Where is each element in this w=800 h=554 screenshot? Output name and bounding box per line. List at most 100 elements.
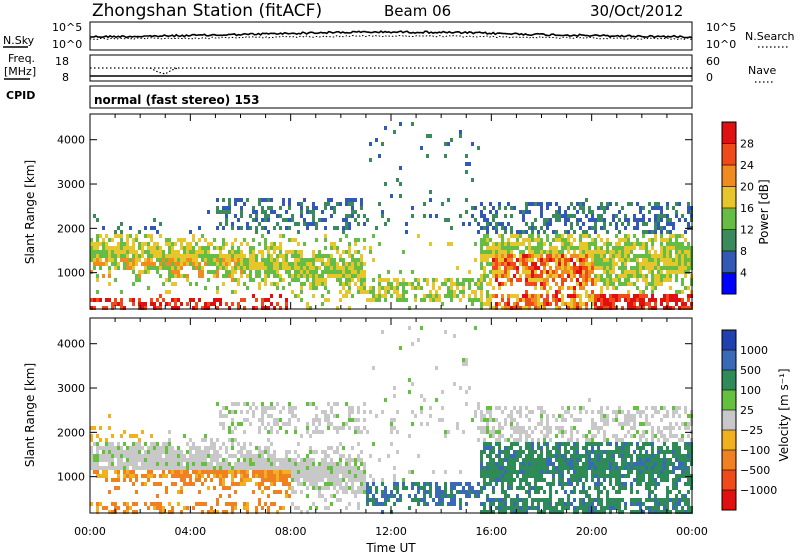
heatmap-cell — [594, 246, 597, 250]
heatmap-cell — [357, 262, 360, 266]
heatmap-cell — [273, 462, 276, 466]
heatmap-cell — [567, 286, 570, 290]
heatmap-cell — [615, 246, 618, 250]
heatmap-cell — [126, 506, 129, 510]
heatmap-cell — [567, 206, 570, 210]
heatmap-cell — [642, 222, 645, 226]
heatmap-cell — [108, 282, 111, 286]
heatmap-cell — [342, 466, 345, 470]
heatmap-cell — [651, 438, 654, 442]
heatmap-cell — [234, 426, 237, 430]
heatmap-cell — [636, 406, 639, 410]
heatmap-cell — [516, 510, 519, 514]
heatmap-cell — [312, 422, 315, 426]
heatmap-cell — [255, 506, 258, 510]
heatmap-cell — [327, 298, 330, 302]
heatmap-cell — [612, 298, 615, 302]
heatmap-cell — [90, 438, 93, 442]
heatmap-cell — [537, 422, 540, 426]
heatmap-cell — [570, 258, 573, 262]
heatmap-cell — [114, 234, 117, 238]
heatmap-cell — [306, 274, 309, 278]
heatmap-cell — [507, 306, 510, 310]
heatmap-cell — [498, 446, 501, 450]
heatmap-cell — [117, 470, 120, 474]
heatmap-cell — [99, 466, 102, 470]
heatmap-cell — [93, 214, 96, 218]
heatmap-cell — [342, 490, 345, 494]
heatmap-cell — [525, 470, 528, 474]
heatmap-cell — [480, 238, 483, 242]
heatmap-cell — [321, 302, 324, 306]
heatmap-cell — [237, 250, 240, 254]
heatmap-cell — [330, 214, 333, 218]
heatmap-cell — [675, 474, 678, 478]
heatmap-cell — [267, 506, 270, 510]
heatmap-cell — [300, 258, 303, 262]
heatmap-cell — [558, 262, 561, 266]
heatmap-cell — [153, 466, 156, 470]
heatmap-cell — [669, 230, 672, 234]
heatmap-cell — [231, 482, 234, 486]
heatmap-cell — [654, 258, 657, 262]
heatmap-cell — [102, 306, 105, 310]
heatmap-cell — [261, 226, 264, 230]
heatmap-cell — [120, 466, 123, 470]
heatmap-cell — [411, 482, 414, 486]
heatmap-cell — [168, 258, 171, 262]
heatmap-cell — [102, 470, 105, 474]
heatmap-cell — [627, 446, 630, 450]
heatmap-cell — [630, 302, 633, 306]
heatmap-cell — [258, 502, 261, 506]
heatmap-cell — [531, 234, 534, 238]
heatmap-cell — [306, 486, 309, 490]
heatmap-cell — [213, 510, 216, 514]
heatmap-cell — [648, 454, 651, 458]
heatmap-cell — [297, 442, 300, 446]
heatmap-cell — [510, 510, 513, 514]
heatmap-cell — [561, 298, 564, 302]
heatmap-cell — [279, 254, 282, 258]
heatmap-cell — [231, 270, 234, 274]
heatmap-cell — [231, 246, 234, 250]
heatmap-cell — [603, 226, 606, 230]
heatmap-cell — [675, 298, 678, 302]
heatmap-cell — [210, 478, 213, 482]
heatmap-cell — [243, 454, 246, 458]
heatmap-cell — [237, 282, 240, 286]
heatmap-cell — [390, 194, 393, 198]
heatmap-cell — [378, 286, 381, 290]
heatmap-cell — [108, 458, 111, 462]
heatmap-cell — [246, 474, 249, 478]
heatmap-cell — [615, 414, 618, 418]
heatmap-cell — [270, 242, 273, 246]
heatmap-cell — [156, 446, 159, 450]
heatmap-cell — [144, 454, 147, 458]
heatmap-cell — [273, 418, 276, 422]
heatmap-cell — [585, 234, 588, 238]
heatmap-cell — [480, 266, 483, 270]
heatmap-cell — [216, 274, 219, 278]
heatmap-cell — [597, 206, 600, 210]
heatmap-cell — [387, 498, 390, 502]
heatmap-cell — [345, 482, 348, 486]
heatmap-cell — [645, 254, 648, 258]
heatmap-cell — [669, 262, 672, 266]
heatmap-cell — [90, 434, 93, 438]
heatmap-cell — [297, 466, 300, 470]
heatmap-cell — [615, 434, 618, 438]
heatmap-cell — [528, 418, 531, 422]
heatmap-cell — [651, 430, 654, 434]
heatmap-cell — [189, 458, 192, 462]
heatmap-cell — [216, 498, 219, 502]
heatmap-cell — [129, 250, 132, 254]
heatmap-cell — [327, 270, 330, 274]
heatmap-cell — [558, 210, 561, 214]
heatmap-cell — [291, 290, 294, 294]
heatmap-cell — [516, 502, 519, 506]
heatmap-cell — [594, 274, 597, 278]
heatmap-cell — [426, 490, 429, 494]
heatmap-cell — [348, 406, 351, 410]
heatmap-cell — [450, 138, 453, 142]
heatmap-cell — [126, 462, 129, 466]
